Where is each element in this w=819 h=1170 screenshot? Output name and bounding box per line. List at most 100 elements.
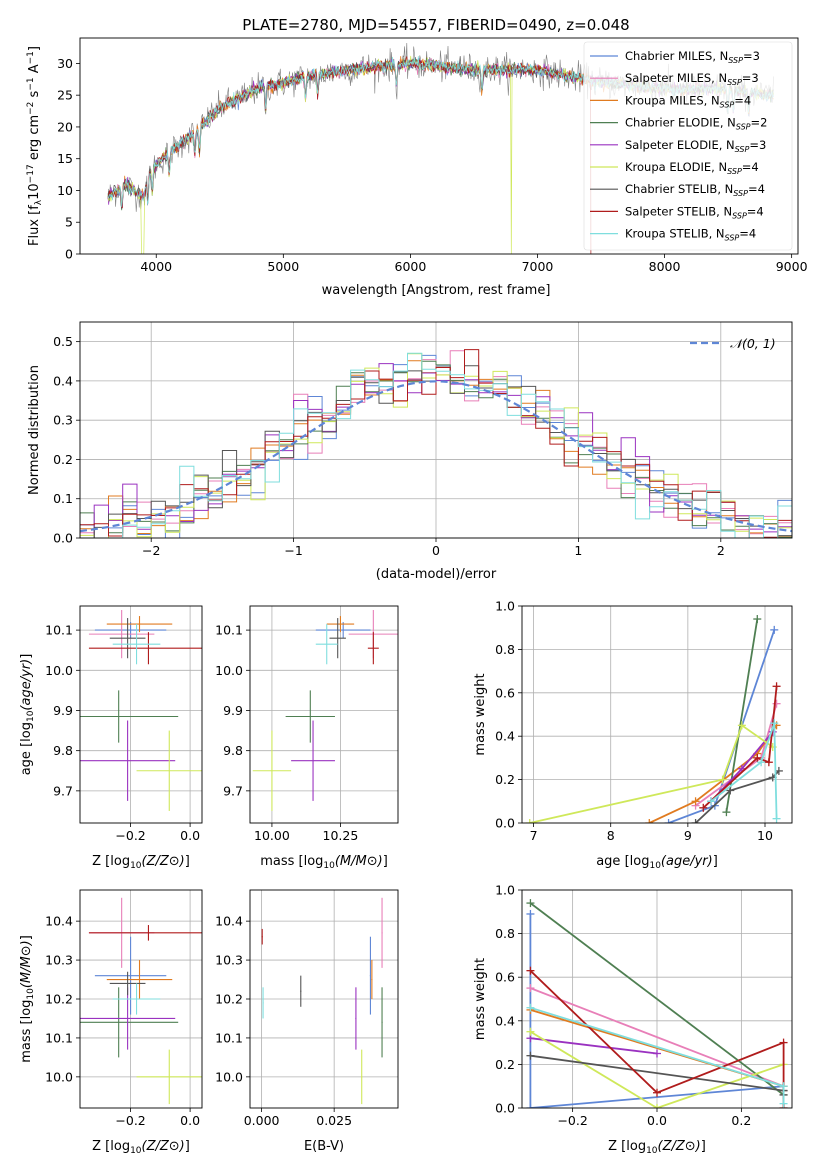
- errorbar-point: [369, 936, 372, 1015]
- y-tick-label: 0.4: [495, 729, 515, 744]
- z_vs_age-frame: [79, 605, 203, 824]
- age_vs_weight-panel: 7 8 9 10 0.0 0.2 0.4 0.6 0.8 1.0 age [log10(age/yr…: [473, 599, 793, 871]
- weight-marker: [753, 615, 762, 624]
- errorbar-point: [106, 616, 173, 633]
- z_vs_mass-panel: −0.2 0.0 10.0 10.1 10.2 10.3 10.4 Z [log10(Z/Z⊙…: [19, 889, 203, 1156]
- y-tick-label: 5: [65, 215, 73, 230]
- y-tick-label: 0.2: [53, 452, 73, 467]
- y-tick-label: 9.7: [223, 783, 243, 798]
- x-tick-label: 0.025: [316, 1113, 352, 1128]
- x-tick-label: 10.25: [323, 828, 359, 843]
- spectrum-frame: [79, 37, 799, 255]
- y-tick-label: 30: [57, 56, 73, 71]
- x-tick-label: 0: [432, 543, 440, 558]
- y-tick-label: 10.0: [45, 1069, 73, 1084]
- weight-marker: [526, 1003, 535, 1012]
- x-tick-label: −2: [142, 543, 160, 558]
- weight-line: [529, 723, 774, 823]
- y-tick-label: 0.0: [495, 816, 515, 831]
- x-tick-label: 0.2: [731, 1113, 751, 1128]
- y-axis-label: mass weight: [473, 958, 488, 1040]
- y-tick-label: 0: [65, 247, 73, 262]
- errorbar-point: [252, 730, 292, 811]
- z_vs_age-panel: −0.2 0.0 9.7 9.8 9.9 10.0 10.1 Z [log10(Z/Z⊙)] a…: [19, 605, 203, 871]
- y-tick-label: 0.6: [495, 685, 515, 700]
- normal-curve: [80, 380, 792, 533]
- legend-label: Chabrier MILES, NSSP=3: [625, 49, 760, 65]
- x-axis-label: (data-model)/error: [376, 567, 497, 582]
- mass_vs_age-plot-area: [252, 610, 398, 811]
- y-tick-label: 10.1: [45, 623, 73, 638]
- errorbar-point: [106, 960, 173, 999]
- y-tick-label: 10.1: [45, 1030, 73, 1045]
- y-tick-label: 0.6: [495, 970, 515, 985]
- errorbar-point: [112, 983, 161, 1015]
- errorbar-point: [381, 987, 383, 1058]
- y-tick-label: 0.3: [53, 413, 73, 428]
- z_vs_age-plot-area: [80, 610, 202, 811]
- weight-line: [702, 686, 778, 809]
- weight-marker: [753, 753, 762, 762]
- errorbar-point: [88, 632, 202, 665]
- y-tick-label: 1.0: [495, 883, 515, 898]
- errorbar-point: [136, 730, 202, 811]
- x-axis-label: mass [log10(M/M⊙)]: [260, 854, 388, 871]
- figure-title: PLATE=2780, MJD=54557, FIBERID=0490, z=0…: [242, 16, 629, 34]
- errorbar-point: [315, 624, 338, 665]
- legend-label: Salpeter MILES, NSSP=3: [625, 71, 759, 87]
- weight-marker: [726, 786, 735, 795]
- ebv_vs_mass-panel: 0.000 0.025 10.0 10.1 10.2 10.3 10.4 E(B-V): [215, 889, 399, 1154]
- y-tick-label: 10: [57, 183, 73, 198]
- errorbar-point: [326, 616, 355, 633]
- errorbar-point: [94, 622, 167, 639]
- x-tick-label: −1: [284, 543, 302, 558]
- x-tick-label: 7: [530, 828, 538, 843]
- weight-marker: [707, 797, 715, 806]
- x-tick-label: 4000: [140, 259, 172, 274]
- weight-line: [530, 987, 784, 1088]
- age_vs_weight-plot-area: [525, 615, 783, 823]
- y-tick-label: 0.0: [495, 1101, 515, 1116]
- legend-label: Kroupa STELIB, NSSP=4: [625, 227, 756, 243]
- weight-marker: [526, 909, 535, 918]
- weight-marker: [779, 1099, 788, 1108]
- legend-label: Salpeter STELIB, NSSP=4: [625, 204, 764, 220]
- y-tick-label: 0.1: [53, 491, 73, 506]
- y-tick-label: 10.2: [45, 992, 73, 1007]
- x-tick-label: −0.2: [115, 828, 145, 843]
- y-tick-label: 9.8: [53, 743, 73, 758]
- x-tick-label: 9000: [776, 259, 808, 274]
- errorbar-point: [136, 1049, 202, 1105]
- x-axis-label: E(B-V): [304, 1139, 344, 1154]
- y-tick-label: 0.2: [495, 1057, 515, 1072]
- errorbar-point: [112, 624, 161, 665]
- y-tick-label: 10.3: [215, 953, 243, 968]
- weight-marker: [525, 819, 534, 823]
- x-axis-label: age [log10(age/yr)]: [596, 854, 718, 871]
- y-tick-label: 25: [57, 88, 73, 103]
- y-tick-label: 10.0: [215, 663, 243, 678]
- y-tick-label: 10.0: [215, 1069, 243, 1084]
- errorbar-point: [285, 690, 335, 743]
- y-axis-label: age [log10(age/yr)]: [19, 654, 36, 776]
- y-tick-label: 10.2: [215, 992, 243, 1007]
- legend-label: Chabrier ELODIE, NSSP=2: [625, 116, 767, 132]
- x-tick-label: 0.000: [244, 1113, 280, 1128]
- weight-marker: [772, 814, 781, 823]
- errorbar-point: [261, 928, 263, 945]
- weight-marker: [664, 819, 673, 823]
- y-tick-label: 0.2: [495, 772, 515, 787]
- y-tick-label: 1.0: [495, 599, 515, 614]
- weight-marker: [772, 682, 781, 691]
- weight-marker: [770, 625, 779, 634]
- legend-label: Kroupa MILES, NSSP=4: [625, 93, 751, 109]
- y-tick-label: 10.1: [215, 623, 243, 638]
- x-tick-label: 0.0: [180, 1113, 200, 1128]
- x-axis-label: Z [log10(Z/Z⊙)]: [608, 1139, 706, 1156]
- x-tick-label: 0.0: [647, 1113, 667, 1128]
- weight-line: [529, 970, 785, 1108]
- weight-marker: [722, 808, 731, 817]
- x-tick-label: 5000: [267, 259, 299, 274]
- y-tick-label: 0.4: [53, 373, 73, 388]
